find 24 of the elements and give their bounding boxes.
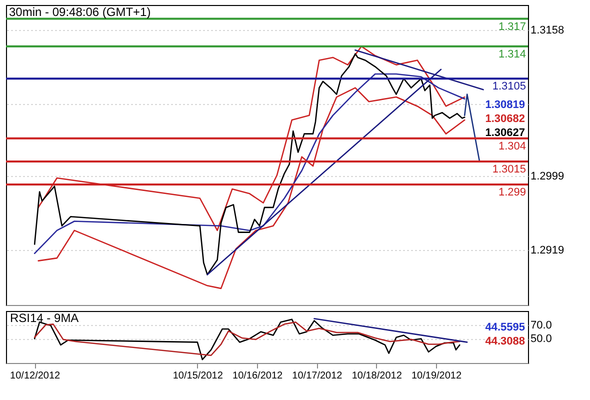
y-tick-label: 1.2999 <box>530 170 564 183</box>
annotation: 1.30627 <box>485 127 525 139</box>
x-tick-label: 10/12/2012 <box>10 370 61 382</box>
ref-line-label: 1.314 <box>498 48 526 60</box>
chart-title: 30min - 09:48:06 (GMT+1) <box>9 5 151 19</box>
ref-line-label: 1.299 <box>498 186 526 198</box>
x-tick-label: 10/15/2012 <box>172 370 224 382</box>
ref-line-label: 1.3015 <box>492 163 526 176</box>
y-tick-label: 50.0 <box>530 333 552 346</box>
ref-line-label: 1.304 <box>498 140 526 152</box>
ref-line-label: 1.3105 <box>492 80 526 93</box>
ref-line-label: 1.317 <box>498 20 526 33</box>
y-tick-label: 70.0 <box>530 319 552 332</box>
annotation: 1.30682 <box>485 113 525 125</box>
chart-title: RSI14 - 9MA <box>10 311 79 325</box>
y-tick-label: 1.2919 <box>530 244 564 256</box>
x-tick-label: 10/17/2012 <box>292 370 343 382</box>
x-tick-label: 10/18/2012 <box>352 370 402 382</box>
annotation: 44.3088 <box>485 335 525 348</box>
y-tick-label: 1.3158 <box>530 24 564 36</box>
x-tick-label: 10/19/2012 <box>411 370 462 382</box>
x-tick-label: 10/16/2012 <box>232 370 284 382</box>
annotation: 44.5595 <box>485 321 525 334</box>
annotation: 1.30819 <box>485 99 525 111</box>
